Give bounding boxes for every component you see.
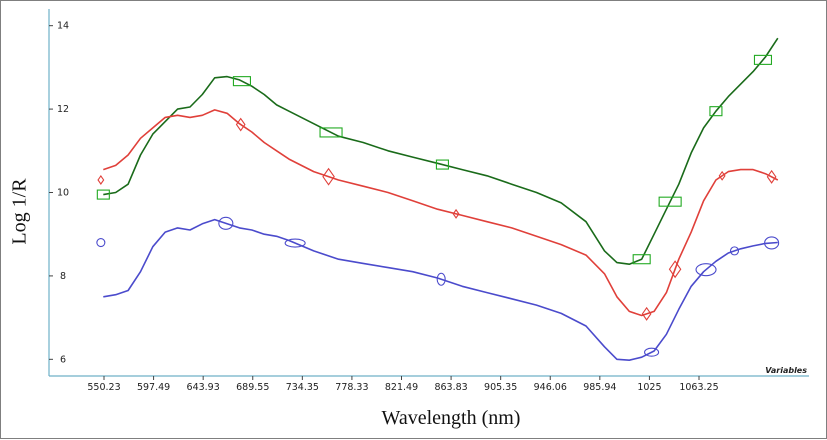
marker-ellipse — [695, 263, 717, 277]
x-tick-label: 863.83 — [434, 382, 467, 393]
marker-rectangle — [232, 76, 251, 87]
x-tick-label: 550.23 — [87, 382, 120, 393]
x-tick-label: 1063.25 — [679, 382, 718, 393]
marker-rectangle — [96, 189, 110, 200]
marker-diamond — [452, 208, 460, 219]
series-line-3 — [103, 218, 778, 362]
marker-diamond — [766, 169, 777, 184]
x-tick-label: 597.49 — [137, 382, 170, 393]
marker-ellipse — [729, 246, 740, 256]
marker-rectangle — [658, 196, 682, 207]
marker-ellipse — [96, 237, 106, 248]
marker-diamond — [641, 306, 652, 321]
y-tick-label: 12 — [57, 104, 69, 115]
marker-diamond — [235, 117, 246, 132]
marker-rectangle — [319, 127, 343, 138]
x-tick-label: 643.93 — [187, 382, 220, 393]
marker-rectangle — [753, 54, 773, 65]
marker-ellipse — [284, 238, 306, 248]
y-tick-label: 14 — [57, 21, 69, 32]
series-line-1 — [103, 37, 779, 266]
marker-diamond — [718, 170, 726, 181]
marker-diamond — [668, 260, 682, 279]
x-axis-title: Wavelength (nm) — [381, 407, 521, 429]
corner-label: Variables — [765, 366, 807, 375]
x-tick-label: 1025 — [637, 382, 661, 393]
marker-ellipse — [644, 347, 660, 357]
x-tick-label: 778.33 — [335, 382, 368, 393]
x-tick-label: 734.35 — [286, 382, 319, 393]
series-line-2 — [103, 109, 779, 317]
x-tick-label: 946.06 — [534, 382, 567, 393]
y-axis-title: Log 1/R — [5, 166, 35, 256]
marker-rectangle — [435, 159, 449, 170]
marker-ellipse — [764, 236, 780, 250]
marker-diamond — [97, 175, 105, 185]
marker-diamond — [322, 167, 335, 186]
y-tick-label: 6 — [60, 354, 66, 365]
y-tick-label: 8 — [60, 271, 66, 282]
y-tick-label: 10 — [57, 188, 69, 199]
marker-rectangle — [709, 106, 723, 117]
x-tick-label: 821.49 — [385, 382, 418, 393]
marker-ellipse — [436, 272, 446, 286]
marker-ellipse — [218, 216, 234, 230]
x-tick-label: 689.55 — [236, 382, 269, 393]
y-axis-title-text: Log 1/R — [8, 177, 31, 245]
x-tick-label: 985.94 — [583, 382, 616, 393]
x-tick-label: 905.35 — [484, 382, 517, 393]
marker-rectangle — [632, 254, 651, 265]
